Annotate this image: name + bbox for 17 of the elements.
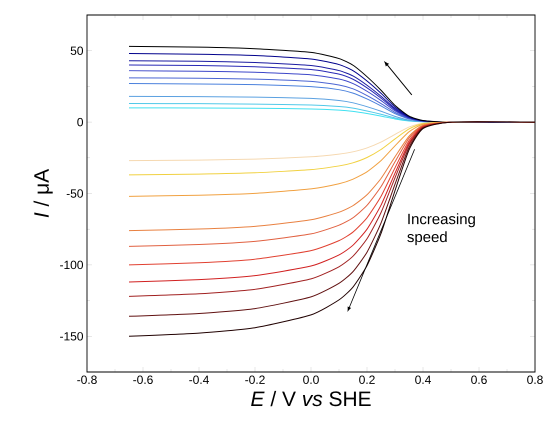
x-tick-label: 0.6 [471,376,487,384]
x-tick-label: 0.4 [415,376,431,384]
x-tick-label: 0.0 [303,376,319,384]
y-tick-label: -150 [60,332,84,341]
x-tick-label: -0.8 [77,376,97,384]
y-axis-title: I / μA [34,168,53,218]
y-tick-label: -50 [66,189,84,198]
y-tick-label: 50 [70,46,84,55]
x-tick-label: -0.2 [245,376,265,384]
annotation: Increasing speed [407,213,475,246]
x-tick-label: 0.8 [527,376,543,384]
x-tick-label: -0.4 [189,376,209,384]
x-tick-label: -0.6 [133,376,153,384]
x-tick-label: 0.2 [359,376,375,384]
x-axis-title: E / V vs SHE [251,390,371,406]
y-tick-label: 0 [77,118,84,126]
y-tick-label: -100 [60,260,84,270]
